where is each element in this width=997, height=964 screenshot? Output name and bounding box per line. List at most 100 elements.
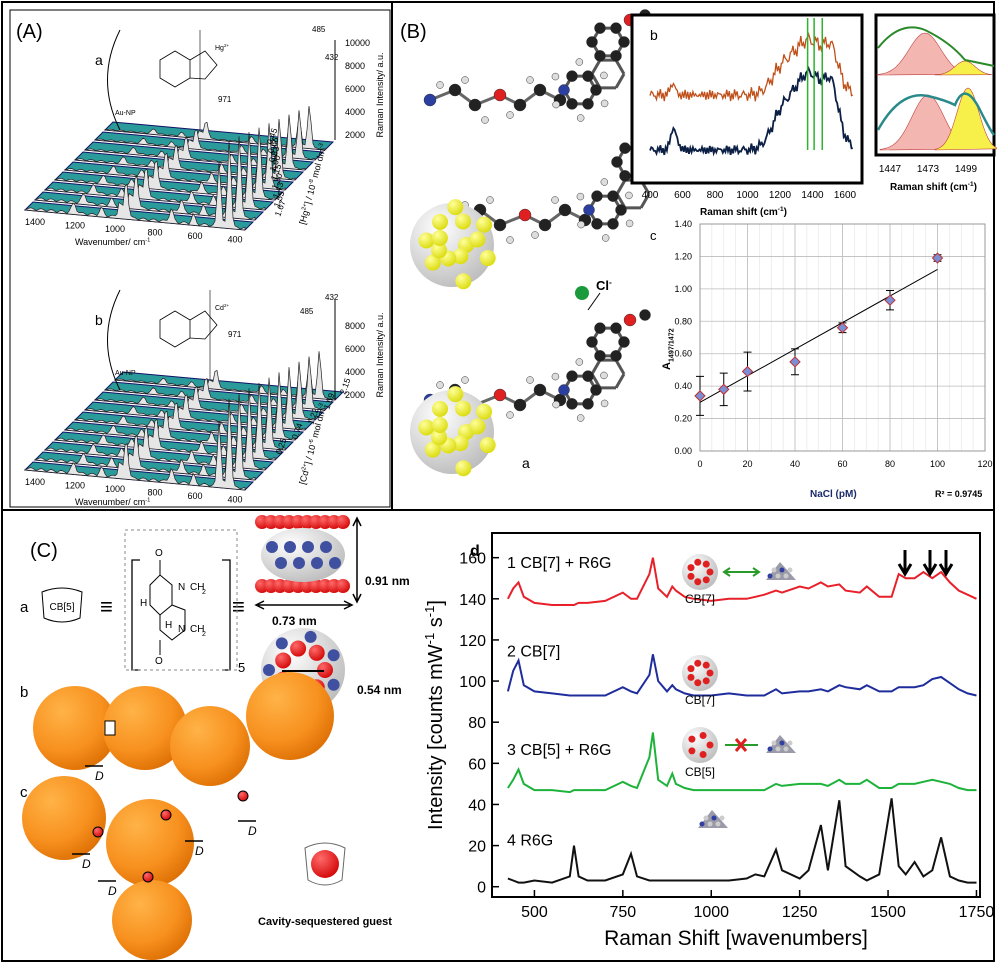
cb-icon-atom <box>700 751 707 758</box>
model-atom <box>336 515 350 529</box>
x-tick-label: 1400 <box>25 477 45 487</box>
atom <box>592 218 603 229</box>
dye-atom <box>700 822 705 827</box>
text-part: Intensity [counts mW <box>425 644 447 830</box>
dye-atom <box>720 816 725 821</box>
atom-label: 2 <box>202 589 206 596</box>
model-atom <box>290 641 306 657</box>
atom <box>567 371 578 382</box>
x-tick-label: 80 <box>885 459 895 469</box>
y-tick-label: 0 <box>477 880 486 897</box>
label: c <box>650 228 657 243</box>
dye-atom <box>784 747 789 752</box>
cb-icon-atom <box>703 576 710 583</box>
model-atom <box>328 679 340 691</box>
atom <box>482 117 489 124</box>
x-tick-label: 600 <box>674 190 691 201</box>
model-atom <box>275 652 291 668</box>
label: CB[7] <box>685 592 715 606</box>
x-tick-label: 1473 <box>917 164 940 175</box>
atom <box>616 205 627 216</box>
panel-label: (A) <box>16 21 43 43</box>
series-line <box>508 798 977 882</box>
atom <box>534 84 546 96</box>
dye-atom <box>768 747 773 752</box>
atom <box>626 220 633 227</box>
atom <box>514 399 526 411</box>
arrow <box>588 293 600 310</box>
ligand-atom <box>476 404 492 420</box>
atom <box>532 232 539 239</box>
label: CB[5] <box>685 765 715 779</box>
text-part: s <box>425 617 447 633</box>
atom <box>462 77 469 84</box>
atom <box>527 77 534 84</box>
superscript: - <box>609 277 612 287</box>
text-part: ] / 10 <box>303 184 318 206</box>
label: ≡ <box>232 594 245 619</box>
text-part: Hg <box>215 45 224 52</box>
x-tick-label: 1400 <box>25 217 45 227</box>
cb-icon-atom <box>687 564 694 571</box>
ligand-atom <box>469 231 485 247</box>
label: b <box>95 312 103 328</box>
atom <box>592 191 603 202</box>
ligand-atom <box>480 250 496 266</box>
ligand-atom <box>447 386 463 402</box>
label: Cd2+ <box>215 303 229 312</box>
y-tick-label: 40 <box>468 797 486 814</box>
label: Au-NP <box>115 370 136 377</box>
atom <box>552 197 559 204</box>
y-tick-label: 120 <box>459 633 486 650</box>
model-atom <box>275 557 287 569</box>
atom <box>514 99 526 111</box>
axis-title: Raman Intensity/ a.u. <box>375 312 385 397</box>
dye-atom <box>784 574 789 579</box>
atom <box>507 412 514 419</box>
x-tick-label: 800 <box>147 488 162 498</box>
ligand-atom <box>455 273 471 289</box>
atom <box>552 373 559 380</box>
ligand-atom <box>432 230 448 246</box>
x-tick-label: 120 <box>977 459 992 469</box>
cb-icon-atom <box>687 573 694 580</box>
atom <box>553 101 560 108</box>
y-tick-label: 0.60 <box>674 349 692 359</box>
atom <box>559 204 571 216</box>
model-atom <box>276 637 288 649</box>
linker <box>161 810 171 820</box>
text-part: ] / 10 <box>303 444 318 466</box>
atom <box>600 372 607 379</box>
label: Au-NP <box>115 110 136 117</box>
linker <box>238 791 248 801</box>
cb-icon-atom <box>687 665 694 672</box>
x-tick-label: 600 <box>187 491 202 501</box>
text-part: ) <box>974 182 977 193</box>
x-tick-label: 20 <box>742 459 752 469</box>
series-label: 1 CB[7] + R6G <box>507 555 612 572</box>
atom <box>519 209 531 221</box>
point <box>695 391 705 401</box>
atom <box>576 359 583 366</box>
atom <box>577 193 584 200</box>
ligand-atom <box>455 460 471 476</box>
model-body <box>261 528 345 582</box>
peak-arrow <box>924 550 936 574</box>
atom <box>487 197 494 204</box>
linker <box>143 872 153 882</box>
label: Cavity-sequestered guest <box>258 916 392 928</box>
dye-atom <box>768 574 773 579</box>
cb-icon-atom <box>707 670 714 677</box>
atom <box>595 23 606 34</box>
y-tick-label: 1.00 <box>674 284 692 294</box>
x-tick-label: 1200 <box>65 481 85 491</box>
ring <box>160 311 217 347</box>
atom <box>624 314 636 326</box>
peak-arrow <box>899 550 911 574</box>
superscript: -1 <box>145 237 150 243</box>
text-part: Wavenumber/ cm <box>75 237 145 247</box>
label: b <box>650 27 658 43</box>
series-line <box>508 654 977 695</box>
label: Cl- <box>596 277 612 293</box>
dye-atom <box>772 741 777 746</box>
